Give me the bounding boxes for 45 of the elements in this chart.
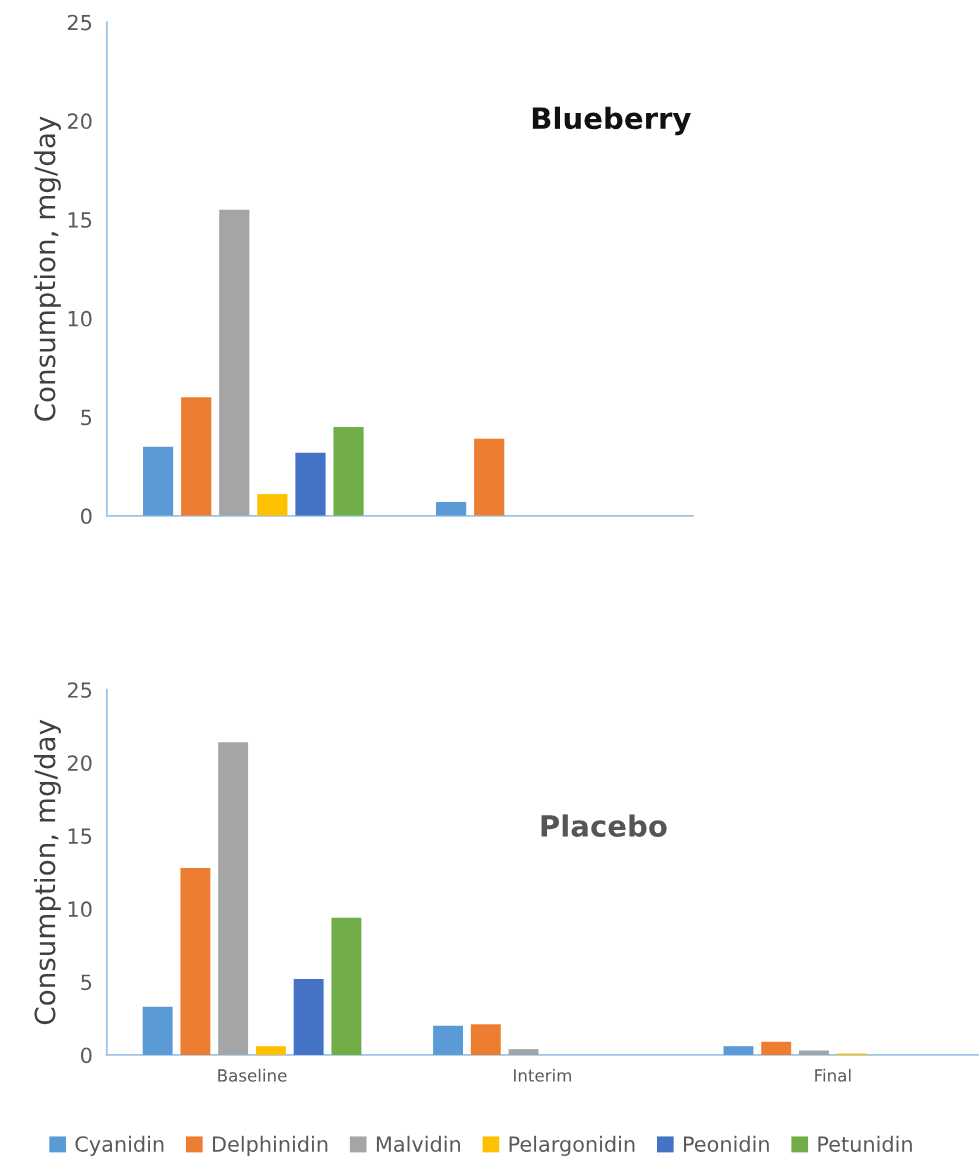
legend-label: Malvidin bbox=[376, 1135, 460, 1152]
bar bbox=[218, 742, 249, 1055]
bar bbox=[180, 867, 211, 1055]
bar bbox=[293, 978, 324, 1055]
bar bbox=[255, 1046, 286, 1055]
legend-label: Petunidin bbox=[818, 1135, 912, 1152]
bar bbox=[331, 917, 362, 1055]
x-tick-label: Final bbox=[815, 1068, 851, 1082]
legend-label: Peonidin bbox=[684, 1135, 769, 1152]
y-tick-label: 15 bbox=[68, 212, 92, 228]
y-tick-label: 5 bbox=[81, 974, 92, 991]
y-tick-label: 25 bbox=[67, 14, 92, 31]
legend-label: Pelargonidin bbox=[509, 1135, 635, 1156]
text: Placebo bbox=[541, 814, 667, 837]
bar bbox=[295, 452, 326, 516]
y-tick-label: 25 bbox=[67, 682, 92, 698]
bar bbox=[143, 446, 174, 516]
text: Blueberry bbox=[532, 106, 691, 136]
bar bbox=[723, 1046, 754, 1055]
bar bbox=[436, 501, 467, 516]
legend-label: Delphinidin bbox=[213, 1135, 328, 1156]
bar bbox=[474, 438, 505, 516]
bar bbox=[333, 426, 364, 516]
bar bbox=[508, 1049, 539, 1055]
bar bbox=[799, 1050, 829, 1055]
bar bbox=[433, 1025, 463, 1055]
y-tick-label: 15 bbox=[68, 828, 92, 845]
y-tick-label: 5 bbox=[81, 409, 92, 426]
bar bbox=[761, 1041, 792, 1055]
y-axis-title: Consumption, mg/day bbox=[33, 116, 61, 421]
y-axis-title: Consumption, mg/day bbox=[33, 719, 61, 1025]
bar bbox=[181, 397, 212, 516]
x-tick-label: Baseline bbox=[218, 1068, 287, 1082]
bar bbox=[219, 209, 250, 516]
x-tick-label: Interim bbox=[514, 1068, 572, 1082]
bar bbox=[257, 494, 288, 516]
bar bbox=[142, 1006, 173, 1055]
y-tick-label: 10 bbox=[68, 901, 92, 918]
y-tick-label: 20 bbox=[67, 113, 92, 130]
y-tick-label: 0 bbox=[81, 1047, 92, 1064]
y-tick-label: 20 bbox=[67, 755, 92, 771]
y-tick-label: 0 bbox=[81, 508, 92, 525]
y-tick-label: 10 bbox=[68, 310, 92, 327]
bar bbox=[470, 1024, 501, 1055]
legend-label: Cyanidin bbox=[75, 1135, 164, 1156]
